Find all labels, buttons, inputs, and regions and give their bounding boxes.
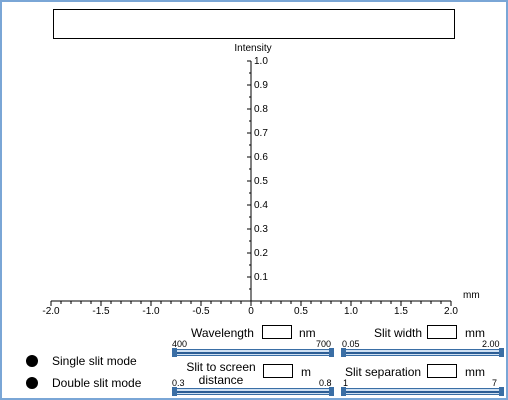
slit-width-slider-track [345, 352, 500, 354]
x-tick-label: 1.5 [394, 306, 408, 317]
wavelength-label: Wavelength [191, 326, 254, 340]
x-tick-label: 0.5 [294, 306, 308, 317]
double-slit-radio-icon[interactable] [26, 377, 38, 389]
wavelength-input[interactable] [262, 325, 292, 339]
distance-unit: m [301, 365, 311, 379]
x-axis-label: mm [463, 290, 480, 301]
wavelength-slider[interactable] [172, 349, 334, 356]
double-slit-mode-label: Double slit mode [52, 376, 141, 390]
slit-separation-slider[interactable] [341, 388, 504, 395]
y-tick-label: 0.1 [254, 272, 268, 283]
single-slit-mode-option[interactable]: Single slit mode [26, 354, 137, 368]
slit-separation-max-label: 7 [492, 378, 497, 388]
distance-slider-thumb-left[interactable] [172, 387, 177, 396]
y-tick-label: 1.0 [254, 56, 268, 67]
intensity-chart: -2.0 -1.5 -1.0 -0.5 0 0.5 1.0 1.5 2.0 0.1 0.2 0.3 0.… [0, 0, 508, 330]
single-slit-radio-icon[interactable] [26, 355, 38, 367]
slit-width-input[interactable] [427, 325, 457, 339]
wavelength-slider-thumb-right[interactable] [329, 348, 334, 357]
slit-width-max-label: 2.00 [482, 339, 500, 349]
slit-separation-label: Slit separation [345, 365, 421, 379]
wavelength-slider-thumb-left[interactable] [172, 348, 177, 357]
y-tick-label: 0.5 [254, 176, 268, 187]
slit-width-label: Slit width [374, 326, 422, 340]
y-tick-label: 0.3 [254, 224, 268, 235]
distance-slider-track [176, 391, 330, 393]
x-tick-label: 1.0 [344, 306, 358, 317]
y-tick-label: 0.8 [254, 104, 268, 115]
x-tick-label: 2.0 [444, 306, 458, 317]
slit-width-unit: mm [465, 326, 485, 340]
y-tick-label: 0.7 [254, 128, 268, 139]
slit-separation-unit: mm [465, 365, 485, 379]
distance-label-line2: distance [185, 374, 257, 387]
slit-separation-slider-thumb-right[interactable] [499, 387, 504, 396]
slit-width-slider-thumb-left[interactable] [341, 348, 346, 357]
slit-separation-input[interactable] [427, 364, 457, 378]
single-slit-mode-label: Single slit mode [52, 354, 137, 368]
slit-separation-slider-thumb-left[interactable] [341, 387, 346, 396]
x-tick-label: -0.5 [192, 306, 210, 317]
slit-width-slider[interactable] [341, 349, 504, 356]
x-tick-label: -1.5 [92, 306, 110, 317]
distance-slider-thumb-right[interactable] [329, 387, 334, 396]
x-tick-label: -2.0 [42, 306, 60, 317]
y-tick-label: 0.4 [254, 200, 268, 211]
slit-width-slider-thumb-right[interactable] [499, 348, 504, 357]
x-tick-label: 0 [248, 306, 254, 317]
distance-input[interactable] [263, 364, 293, 378]
y-tick-label: 0.6 [254, 152, 268, 163]
y-tick-label: 0.2 [254, 248, 268, 259]
wavelength-unit: nm [299, 326, 316, 340]
double-slit-mode-option[interactable]: Double slit mode [26, 376, 141, 390]
distance-label: Slit to screen distance [185, 361, 257, 387]
y-axis-label: Intensity [234, 43, 271, 54]
slit-separation-slider-track [345, 391, 500, 393]
distance-slider[interactable] [172, 388, 334, 395]
wavelength-slider-track [176, 352, 330, 354]
x-tick-label: -1.0 [142, 306, 160, 317]
y-tick-label: 0.9 [254, 80, 268, 91]
